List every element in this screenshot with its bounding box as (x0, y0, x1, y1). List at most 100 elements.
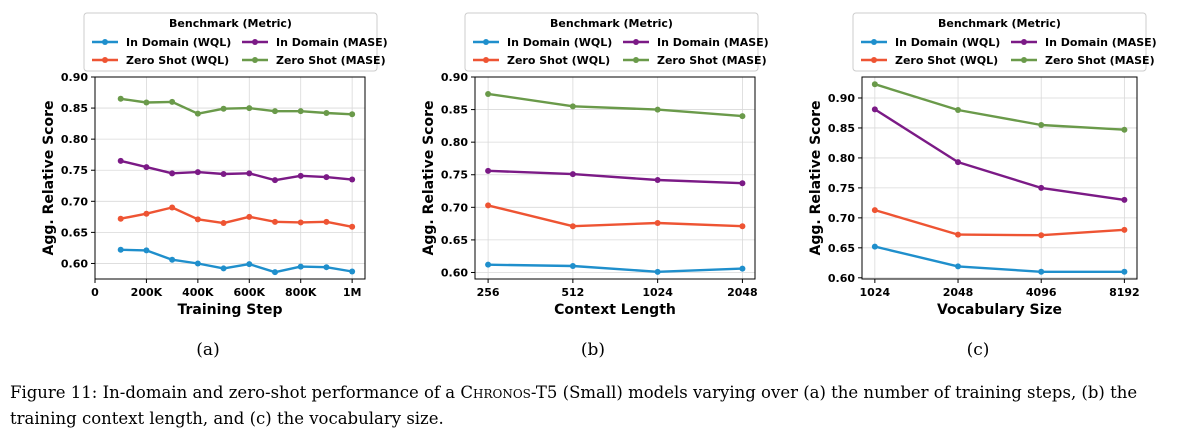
series-line-1 (874, 245, 1125, 273)
legend-title: Benchmark (Metric) (938, 17, 1061, 30)
panel-label: (a) (196, 340, 219, 360)
data-point (485, 167, 492, 174)
y-tick-label: 0.85 (61, 102, 88, 115)
data-point (169, 256, 176, 263)
data-point (220, 105, 227, 112)
series-line-3 (487, 204, 743, 228)
legend-entry: Zero Shot (WQL) (92, 54, 229, 67)
x-axis-label: Context Length (554, 302, 676, 318)
data-point (194, 110, 201, 117)
x-tick-label: 256 (477, 286, 500, 299)
data-point (297, 219, 304, 226)
legend-entry: Zero Shot (WQL) (861, 54, 998, 67)
chart-panel-2: 0.60 0.65 0.70 0.75 0.80 0.85 0.90 256 512 1024 20… (421, 12, 769, 318)
y-tick-label: 0.75 (441, 169, 468, 182)
data-point (117, 157, 124, 164)
legend-entry: In Domain (WQL) (861, 36, 1000, 49)
legend-label: Zero Shot (WQL) (126, 54, 229, 67)
legend: Benchmark (Metric) In Domain (WQL) In Doma… (852, 12, 1157, 72)
data-point (1038, 268, 1045, 275)
x-tick-label: 400K (182, 286, 214, 299)
x-tick-label: 4096 (1026, 286, 1057, 299)
caption-prefix: Figure 11: In-domain and zero-shot perfo… (10, 383, 461, 402)
y-tick-label: 0.60 (441, 266, 468, 279)
legend-label: In Domain (WQL) (507, 36, 612, 49)
y-tick-label: 0.90 (61, 71, 88, 84)
data-point (349, 111, 356, 118)
x-tick-label: 600K (234, 286, 266, 299)
y-axis-label: Agg. Relative Score (41, 101, 57, 256)
data-point (1038, 232, 1045, 239)
data-point (871, 106, 878, 113)
data-point (169, 170, 176, 177)
data-point (297, 172, 304, 179)
y-tick-label: 0.60 (61, 257, 88, 270)
data-point (143, 210, 150, 217)
data-point (272, 218, 278, 225)
legend-marker (1021, 57, 1027, 63)
x-tick-label: 1024 (860, 286, 891, 299)
legend-label: Zero Shot (MASE) (657, 54, 767, 67)
y-tick-label: 0.65 (441, 234, 468, 247)
legend-label: Zero Shot (MASE) (1045, 54, 1155, 67)
data-point (654, 106, 661, 113)
panel-label: (c) (967, 340, 990, 360)
data-point (246, 213, 253, 220)
data-point (194, 169, 201, 176)
legend-box (464, 12, 759, 72)
series-line-1 (120, 248, 353, 274)
legend-entry: Zero Shot (MASE) (1011, 54, 1155, 67)
legend-label: In Domain (MASE) (276, 36, 388, 49)
legend-marker (483, 57, 489, 63)
legend: Benchmark (Metric) In Domain (WQL) In Doma… (83, 12, 388, 72)
legend-marker (102, 57, 108, 63)
x-tick-label: 800K (285, 286, 317, 299)
legend-entry: In Domain (WQL) (473, 36, 612, 49)
caption-suffix: -T5 (Small) models varying over (a) the … (10, 383, 1138, 428)
legend-entry: Zero Shot (WQL) (473, 54, 610, 67)
data-point (246, 261, 253, 268)
legend-box (852, 12, 1147, 72)
series-line-2 (120, 159, 353, 182)
data-point (220, 220, 227, 227)
data-point (272, 177, 278, 184)
data-point (955, 263, 962, 270)
x-axis-label: Vocabulary Size (937, 302, 1062, 318)
data-point (1121, 268, 1128, 275)
chart-panel-1: 0.60 0.65 0.70 0.75 0.80 0.85 0.90 0 200K 400K 600… (41, 12, 388, 318)
legend-entry: In Domain (MASE) (242, 36, 388, 49)
data-point (1121, 126, 1128, 133)
x-tick-label: 200K (131, 286, 163, 299)
data-point (955, 106, 962, 113)
legend-marker (871, 39, 877, 45)
legend-label: Zero Shot (WQL) (895, 54, 998, 67)
x-tick-label: 8192 (1109, 286, 1140, 299)
data-point (117, 246, 124, 253)
data-point (169, 98, 176, 105)
data-point (297, 263, 304, 270)
data-point (569, 171, 576, 178)
data-point (1121, 196, 1128, 203)
y-tick-label: 0.75 (61, 164, 88, 177)
data-point (739, 113, 746, 120)
legend-entry: Zero Shot (MASE) (242, 54, 386, 67)
x-tick-label: 2048 (727, 286, 758, 299)
series-line-4 (120, 97, 353, 116)
legend-box (83, 12, 378, 72)
series-line-4 (874, 83, 1125, 131)
legend-title: Benchmark (Metric) (550, 17, 673, 30)
data-point (194, 216, 201, 223)
data-point (220, 265, 227, 272)
y-tick-label: 0.75 (828, 182, 855, 195)
y-tick-label: 0.80 (61, 133, 88, 146)
data-point (739, 180, 746, 187)
y-axis-label: Agg. Relative Score (421, 101, 437, 256)
legend-marker (252, 39, 258, 45)
data-point (272, 108, 278, 115)
data-point (871, 243, 878, 250)
y-tick-label: 0.80 (441, 136, 468, 149)
x-axis-label: Training Step (177, 302, 282, 318)
legend-marker (1021, 39, 1027, 45)
legend-entry: In Domain (MASE) (623, 36, 769, 49)
